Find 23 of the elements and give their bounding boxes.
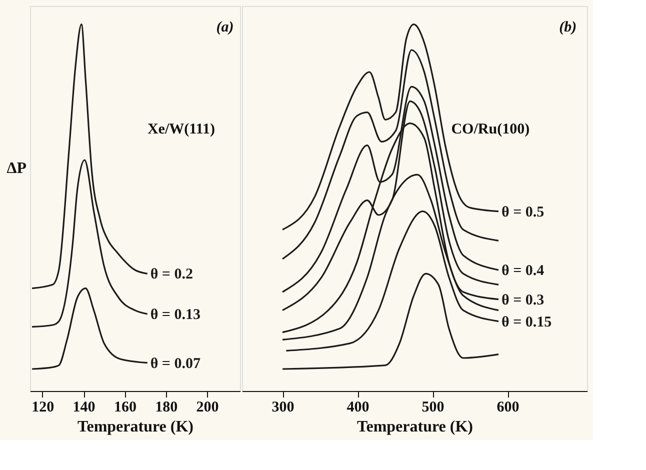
x-tick-label: 400 bbox=[346, 400, 370, 416]
series-label: θ = 0.15 bbox=[502, 314, 552, 330]
annotation: Xe/W(111) bbox=[147, 122, 215, 138]
x-tick-label: 160 bbox=[114, 400, 136, 416]
x-tick-label: 120 bbox=[32, 400, 54, 416]
x-tick-label: 140 bbox=[72, 400, 96, 416]
series-label: θ = 0.3 bbox=[502, 292, 544, 308]
annotation: CO/Ru(100) bbox=[451, 122, 530, 138]
series-label: θ = 0.5 bbox=[502, 204, 544, 220]
y-axis-title: ΔP bbox=[6, 160, 27, 178]
annotation: (a) bbox=[216, 19, 234, 36]
series-label: θ = 0.13 bbox=[150, 307, 200, 323]
x-tick-label: 200 bbox=[196, 400, 219, 416]
x-axis-title: Temperature (K) bbox=[357, 418, 473, 436]
annotation: (b) bbox=[559, 19, 577, 36]
series-label: θ = 0.07 bbox=[150, 356, 201, 372]
series-label: θ = 0.2 bbox=[150, 266, 193, 283]
x-tick-label: 300 bbox=[272, 400, 294, 416]
x-tick-label: 180 bbox=[155, 400, 178, 416]
x-axis-title: Temperature (K) bbox=[78, 418, 194, 436]
series-label: θ = 0.4 bbox=[502, 263, 545, 279]
x-tick-label: 500 bbox=[422, 400, 444, 416]
x-tick-label: 600 bbox=[496, 400, 520, 416]
